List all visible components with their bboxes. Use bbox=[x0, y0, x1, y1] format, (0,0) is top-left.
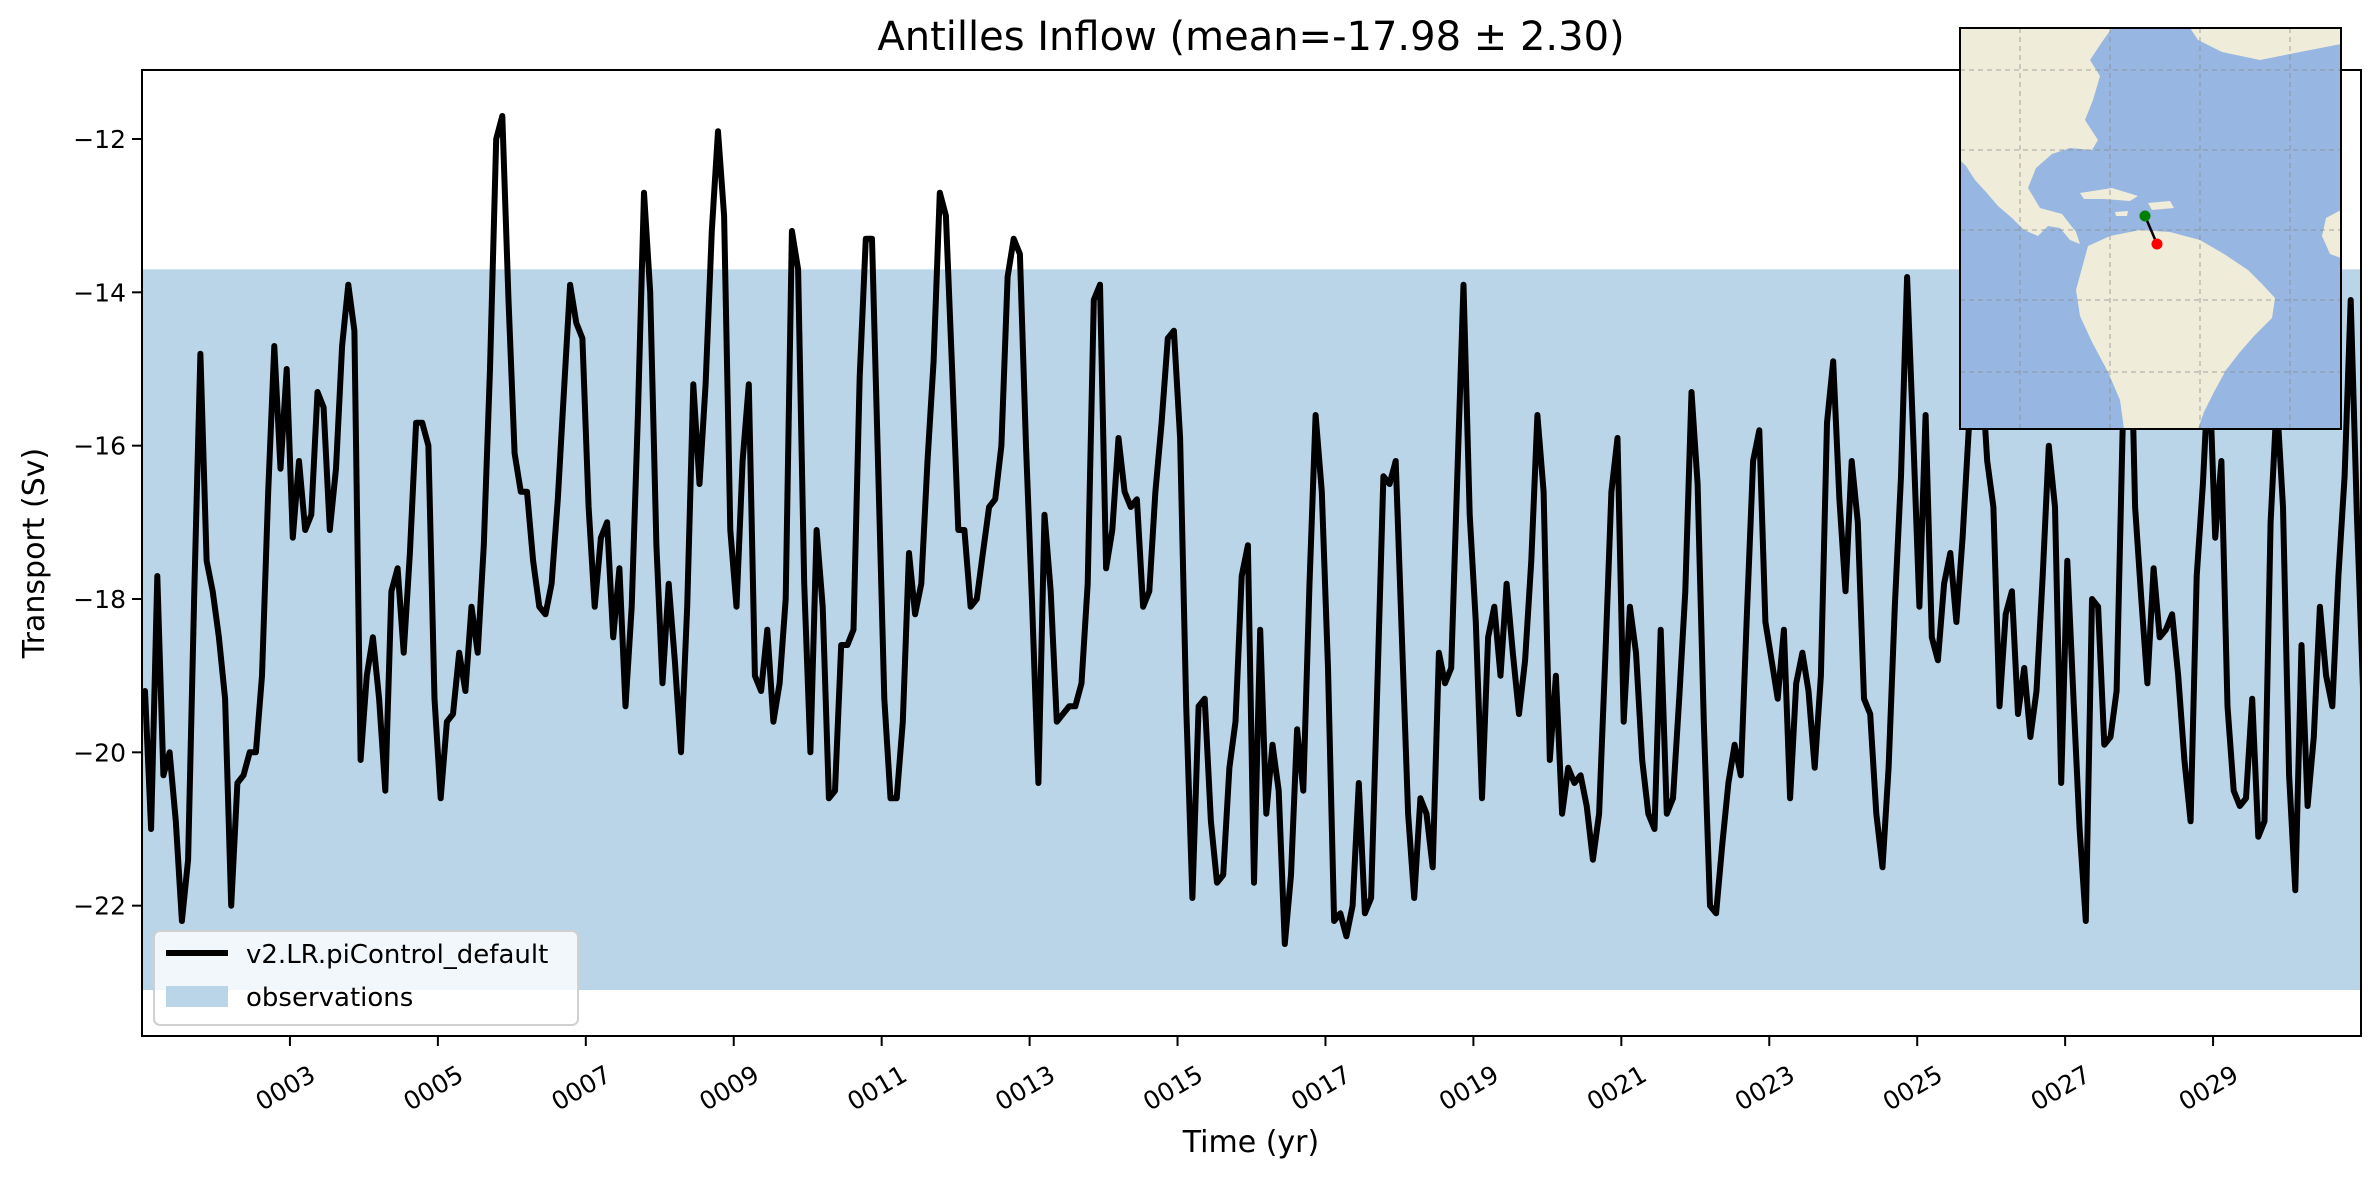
x-tick-label: 0017 bbox=[1286, 1060, 1356, 1117]
x-tick-label: 0027 bbox=[2026, 1060, 2096, 1117]
x-axis-label: Time (yr) bbox=[1182, 1125, 1319, 1160]
x-tick-label: 0019 bbox=[1434, 1060, 1504, 1117]
y-tick-label: −12 bbox=[73, 125, 126, 154]
y-tick-label: −14 bbox=[73, 278, 126, 307]
map-land-greenland bbox=[2190, 28, 2341, 60]
x-tick-label: 0029 bbox=[2174, 1060, 2244, 1117]
x-tick-label: 0021 bbox=[1582, 1060, 1652, 1117]
map-land bbox=[1960, 28, 2341, 429]
x-tick-label: 0025 bbox=[1878, 1060, 1948, 1117]
map-land-south-america bbox=[2076, 230, 2275, 429]
map-land-africa bbox=[2322, 210, 2341, 258]
x-tick-label: 0013 bbox=[990, 1060, 1060, 1117]
y-tick-label: −16 bbox=[73, 432, 126, 461]
inset-map-frame bbox=[1959, 27, 2342, 430]
map-land-hispaniola bbox=[2148, 201, 2174, 210]
inset-map bbox=[1959, 27, 2342, 430]
legend-patch-swatch bbox=[166, 986, 228, 1007]
map-land-north-america bbox=[1960, 28, 2112, 244]
map-gridlines bbox=[1960, 28, 2341, 429]
chart-title: Antilles Inflow (mean=-17.98 ± 2.30) bbox=[877, 14, 1624, 60]
plot-frame bbox=[141, 69, 2362, 1037]
x-tick-label: 0009 bbox=[694, 1060, 764, 1117]
y-axis-label: Transport (Sv) bbox=[17, 448, 52, 660]
x-tick-label: 0005 bbox=[399, 1060, 469, 1117]
legend-label-series: v2.LR.piControl_default bbox=[246, 940, 548, 970]
x-tick-label: 0015 bbox=[1138, 1060, 1208, 1117]
legend-box bbox=[153, 930, 579, 1026]
series-line-v2-lr-picontrol-default bbox=[142, 113, 2361, 947]
y-axis: −22 −20 −18 −16 −14 −12 bbox=[73, 125, 142, 921]
legend-label-observations: observations bbox=[246, 983, 413, 1013]
map-transect-start-point bbox=[2139, 210, 2151, 222]
map-transect-end-point bbox=[2151, 238, 2163, 250]
y-tick-label: −20 bbox=[73, 738, 126, 767]
map-land-jamaica bbox=[2115, 211, 2128, 216]
map-land-cuba bbox=[2080, 188, 2138, 201]
x-tick-label: 0011 bbox=[842, 1060, 912, 1117]
y-tick-label: −18 bbox=[73, 585, 126, 614]
x-tick-label: 0023 bbox=[1730, 1060, 1800, 1117]
y-tick-label: −22 bbox=[73, 892, 126, 921]
x-axis: 0003 0005 0007 0009 0011 0013 0015 0017 0019 0021… bbox=[251, 1036, 2244, 1117]
x-tick-label: 0007 bbox=[546, 1060, 616, 1117]
legend: v2.LR.piControl_default observations bbox=[153, 930, 579, 1026]
x-tick-label: 0003 bbox=[251, 1060, 321, 1117]
